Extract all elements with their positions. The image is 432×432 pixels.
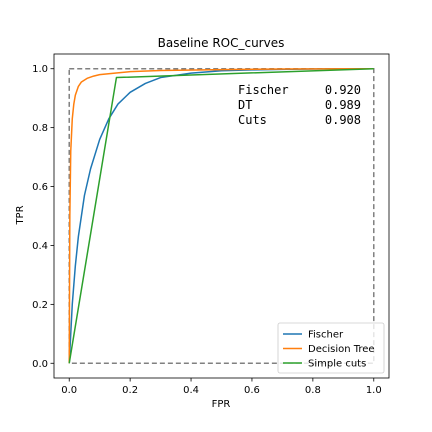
x-tick-label: 0.2 xyxy=(122,385,138,396)
x-tick-label: 1.0 xyxy=(366,385,382,396)
score-label: DT xyxy=(238,98,252,112)
x-tick-label: 0.8 xyxy=(305,385,321,396)
y-tick-label: 0.2 xyxy=(32,300,48,311)
legend: Fischer Decision Tree Simple cuts xyxy=(277,322,385,374)
score-label: Cuts xyxy=(238,113,267,127)
x-tick-label: 0.6 xyxy=(244,385,260,396)
y-tick-label: 0.8 xyxy=(32,123,48,134)
x-tick-label: 0.4 xyxy=(183,385,199,396)
legend-label: Simple cuts xyxy=(308,359,366,370)
y-tick-label: 1.0 xyxy=(32,64,48,75)
legend-label: Fischer xyxy=(308,330,344,341)
score-value: 0.989 xyxy=(325,98,361,112)
series-line-simple-cuts xyxy=(68,67,374,364)
series-line-decision-tree xyxy=(68,67,374,364)
score-value: 0.908 xyxy=(325,113,361,127)
chart-title: Baseline ROC_curves xyxy=(158,36,285,50)
plot-area: 0.0 0.2 0.4 0.6 0.8 1.0 0.0 0.2 0.4 0.6 0.8 1.0 xyxy=(32,53,390,396)
y-axis-label: TPR xyxy=(15,205,26,225)
x-tick-label: 0.0 xyxy=(61,385,77,396)
legend-box xyxy=(277,322,385,374)
y-tick-label: 0.0 xyxy=(32,359,48,370)
legend-label: Decision Tree xyxy=(308,344,375,355)
score-value: 0.920 xyxy=(325,83,361,97)
y-tick-label: 0.6 xyxy=(32,182,48,193)
score-label: Fischer xyxy=(238,83,289,97)
score-table: Fischer 0.920 DT 0.989 Cuts 0.908 xyxy=(238,83,361,127)
y-tick-label: 0.4 xyxy=(32,241,48,252)
plot-frame xyxy=(53,53,390,379)
x-axis-label: FPR xyxy=(212,399,231,410)
